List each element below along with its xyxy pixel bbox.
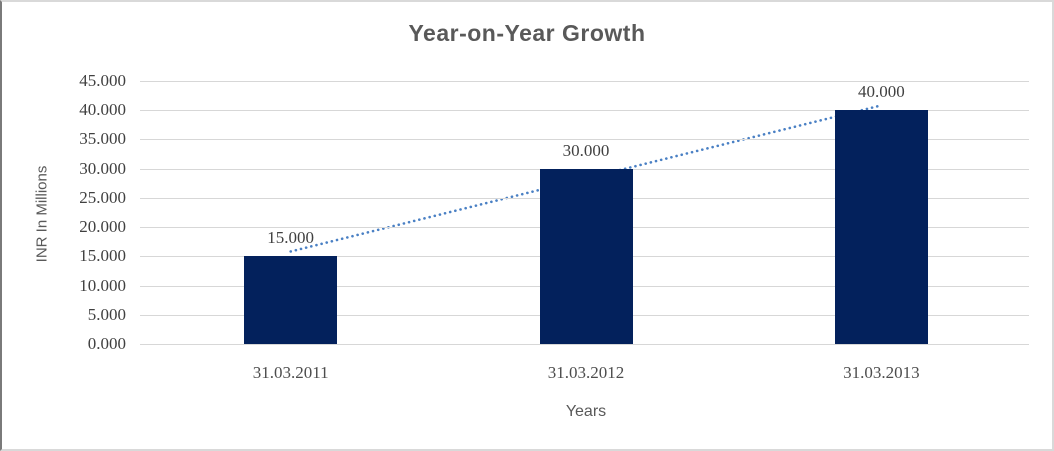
y-tick-label: 25.000 (79, 188, 126, 207)
y-tick-label: 20.000 (79, 217, 126, 236)
bar-value-label: 30.000 (562, 140, 610, 160)
y-tick-label: 15.000 (79, 246, 126, 265)
gridline (140, 344, 1029, 345)
bar (834, 110, 928, 344)
category-label: 31.03.2012 (547, 363, 625, 382)
y-tick-label: 5.000 (87, 305, 126, 324)
chart-title: Year-on-Year Growth (408, 20, 646, 46)
y-tick-label: 10.000 (79, 276, 126, 295)
category-label: 31.03.2013 (843, 363, 920, 382)
y-tick-label: 30.000 (79, 159, 126, 178)
bar-value-label: 15.000 (267, 228, 315, 248)
x-axis-title: Years (565, 403, 607, 420)
gridline (140, 81, 1029, 82)
category-label: 31.03.2011 (252, 363, 329, 382)
gridline (140, 110, 1029, 111)
bar-value-label: 40.000 (857, 82, 905, 102)
gridline (140, 139, 1029, 140)
bar (244, 256, 338, 344)
y-tick-label: 45.000 (79, 71, 126, 90)
y-tick-label: 35.000 (79, 129, 126, 148)
bar (539, 168, 633, 344)
y-tick-label: 40.000 (79, 100, 126, 119)
y-tick-label: 0.000 (87, 334, 126, 353)
